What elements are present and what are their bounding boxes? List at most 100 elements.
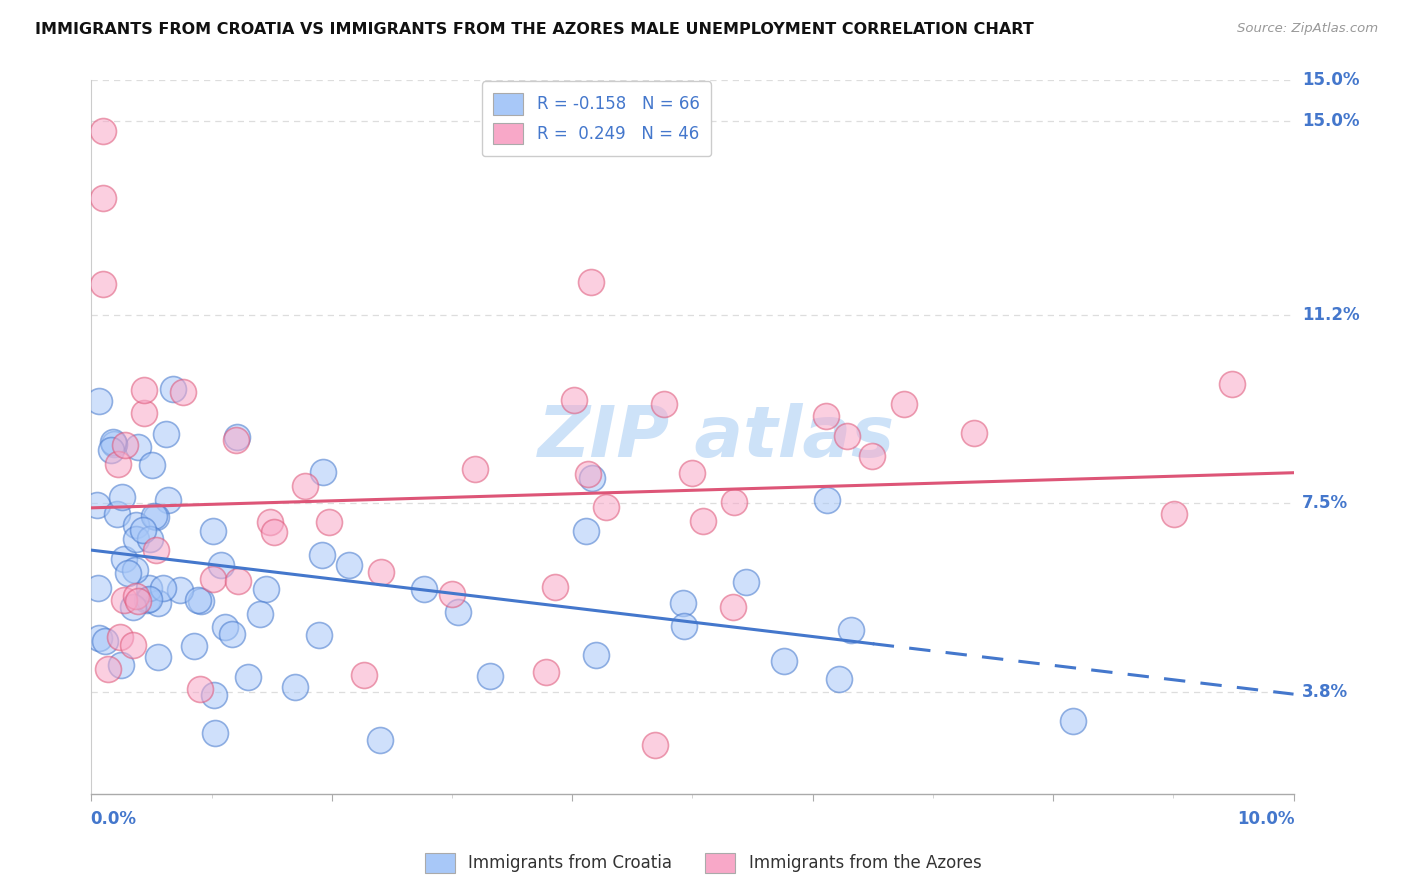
Text: 3.8%: 3.8% bbox=[1302, 683, 1348, 701]
Point bbox=[169, 582, 191, 597]
Point bbox=[221, 627, 243, 641]
Point bbox=[148, 596, 170, 610]
Point bbox=[1163, 508, 1185, 522]
Point bbox=[839, 623, 862, 637]
Point bbox=[311, 465, 333, 479]
Point bbox=[815, 493, 838, 508]
Point bbox=[835, 429, 858, 443]
Point bbox=[259, 515, 281, 529]
Point bbox=[100, 443, 122, 458]
Point bbox=[893, 396, 915, 410]
Point bbox=[370, 566, 392, 580]
Point bbox=[139, 532, 162, 546]
Point bbox=[108, 630, 131, 644]
Text: IMMIGRANTS FROM CROATIA VS IMMIGRANTS FROM THE AZORES MALE UNEMPLOYMENT CORRELAT: IMMIGRANTS FROM CROATIA VS IMMIGRANTS FR… bbox=[35, 22, 1033, 37]
Point bbox=[254, 582, 277, 597]
Point bbox=[294, 478, 316, 492]
Point bbox=[103, 435, 125, 450]
Point bbox=[138, 581, 160, 595]
Point bbox=[145, 509, 167, 524]
Point bbox=[93, 124, 115, 138]
Point bbox=[1062, 714, 1084, 729]
Point bbox=[156, 492, 179, 507]
Point bbox=[107, 458, 129, 472]
Point bbox=[122, 639, 145, 653]
Point bbox=[132, 384, 155, 398]
Text: 0.0%: 0.0% bbox=[90, 810, 136, 828]
Point bbox=[311, 548, 333, 562]
Point bbox=[152, 581, 174, 595]
Point bbox=[112, 593, 135, 607]
Point bbox=[263, 525, 285, 540]
Point bbox=[579, 275, 602, 289]
Point bbox=[127, 440, 149, 454]
Point bbox=[138, 591, 160, 606]
Point bbox=[114, 438, 136, 452]
Point bbox=[201, 524, 224, 539]
Point bbox=[284, 680, 307, 694]
Point bbox=[132, 406, 155, 420]
Point bbox=[187, 593, 209, 607]
Point bbox=[464, 462, 486, 476]
Point bbox=[644, 738, 666, 752]
Point bbox=[412, 582, 434, 596]
Point bbox=[249, 607, 271, 622]
Point bbox=[155, 426, 177, 441]
Point bbox=[860, 450, 883, 464]
Point bbox=[368, 733, 391, 747]
Point bbox=[93, 277, 115, 292]
Point bbox=[125, 532, 148, 546]
Point bbox=[226, 574, 249, 588]
Text: Source: ZipAtlas.com: Source: ZipAtlas.com bbox=[1237, 22, 1378, 36]
Point bbox=[828, 672, 851, 686]
Point bbox=[479, 669, 502, 683]
Text: 10.0%: 10.0% bbox=[1237, 810, 1295, 828]
Point bbox=[772, 654, 794, 668]
Point bbox=[87, 631, 110, 645]
Point bbox=[814, 409, 837, 423]
Point bbox=[86, 498, 108, 512]
Point bbox=[117, 566, 139, 580]
Point bbox=[131, 523, 153, 537]
Point bbox=[124, 563, 146, 577]
Point bbox=[112, 552, 135, 566]
Point bbox=[214, 620, 236, 634]
Text: ZIP atlas: ZIP atlas bbox=[538, 402, 896, 472]
Point bbox=[127, 594, 149, 608]
Point bbox=[146, 650, 169, 665]
Point bbox=[172, 385, 194, 400]
Point bbox=[142, 508, 165, 523]
Point bbox=[141, 458, 163, 472]
Point bbox=[447, 605, 470, 619]
Point bbox=[1220, 377, 1243, 392]
Point bbox=[226, 430, 249, 444]
Point bbox=[575, 524, 598, 538]
Point bbox=[111, 490, 134, 504]
Point bbox=[308, 628, 330, 642]
Point bbox=[125, 517, 148, 532]
Point bbox=[595, 500, 617, 514]
Point bbox=[202, 688, 225, 702]
Point bbox=[204, 726, 226, 740]
Point bbox=[145, 543, 167, 558]
Point bbox=[723, 600, 745, 615]
Point bbox=[97, 662, 120, 676]
Point bbox=[183, 639, 205, 653]
Point bbox=[105, 507, 128, 521]
Point bbox=[576, 467, 599, 481]
Point bbox=[735, 574, 758, 589]
Point bbox=[318, 515, 340, 529]
Point bbox=[162, 382, 184, 396]
Point bbox=[201, 572, 224, 586]
Point bbox=[110, 658, 132, 673]
Text: 7.5%: 7.5% bbox=[1302, 494, 1348, 512]
Text: 11.2%: 11.2% bbox=[1302, 306, 1360, 324]
Point bbox=[87, 581, 110, 595]
Point bbox=[135, 593, 157, 607]
Point bbox=[190, 593, 212, 607]
Point bbox=[225, 433, 247, 447]
Point bbox=[673, 618, 696, 632]
Point bbox=[337, 558, 360, 572]
Point bbox=[93, 190, 115, 204]
Point bbox=[672, 596, 695, 610]
